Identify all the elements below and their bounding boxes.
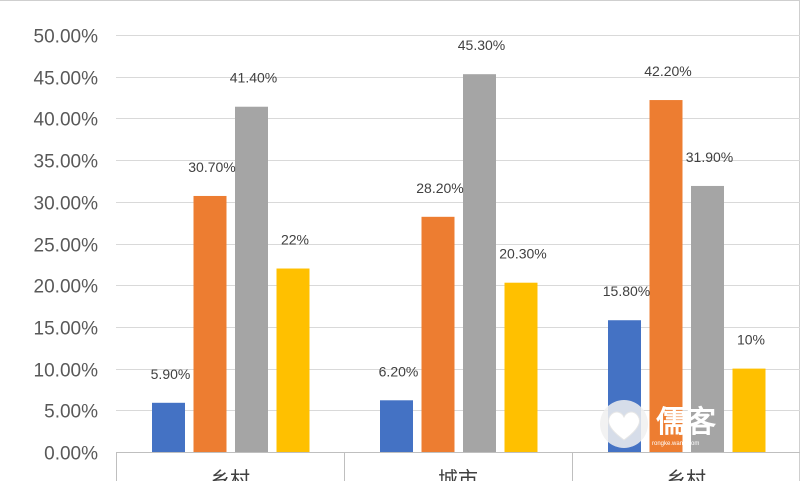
watermark: 儒客 rongke.wang.com xyxy=(600,400,716,448)
data-label: 42.20% xyxy=(644,63,691,79)
y-tick-label: 10.00% xyxy=(34,361,99,382)
data-label: 15.80% xyxy=(603,283,650,299)
y-axis: 0.00% 5.00% 10.00% 15.00% 20.00% 25.00% 30.00%… xyxy=(34,27,99,465)
bar xyxy=(421,216,455,452)
bar xyxy=(649,100,683,452)
y-tick-label: 40.00% xyxy=(34,110,99,131)
y-tick-label: 0.00% xyxy=(44,444,98,465)
y-tick-label: 20.00% xyxy=(34,277,99,298)
data-label: 22% xyxy=(281,232,309,248)
bar xyxy=(691,185,724,453)
bar xyxy=(152,402,185,452)
data-label: 31.90% xyxy=(686,149,733,165)
y-tick-label: 35.00% xyxy=(34,152,99,173)
data-label: 20.30% xyxy=(499,246,546,262)
data-label: 5.90% xyxy=(151,366,191,382)
x-category-label: 城市 xyxy=(438,467,478,481)
bar xyxy=(463,74,496,452)
x-category-label: 乡村 xyxy=(666,467,706,481)
data-label: 45.30% xyxy=(458,37,505,53)
watermark-subtext: rongke.wang.com xyxy=(652,441,699,447)
x-axis: 乡村 城市 乡村 xyxy=(116,452,800,481)
y-tick-label: 45.00% xyxy=(34,69,99,90)
bar xyxy=(380,400,413,452)
y-tick-label: 50.00% xyxy=(34,27,99,48)
bar xyxy=(235,106,268,452)
y-tick-label: 25.00% xyxy=(34,236,99,257)
y-tick-label: 30.00% xyxy=(34,194,99,215)
bars xyxy=(152,74,766,453)
heart-icon xyxy=(608,411,640,441)
bar xyxy=(732,368,766,452)
data-label: 30.70% xyxy=(188,159,235,175)
y-tick-label: 5.00% xyxy=(44,402,98,423)
gridlines xyxy=(116,35,800,411)
x-category-label: 乡村 xyxy=(210,467,250,481)
data-label: 6.20% xyxy=(379,363,419,379)
data-label: 28.20% xyxy=(416,180,463,196)
bar xyxy=(193,195,227,452)
data-label: 41.40% xyxy=(230,70,277,86)
bar xyxy=(276,268,310,452)
y-tick-label: 15.00% xyxy=(34,319,99,340)
bar xyxy=(504,282,538,452)
watermark-text: 儒客 xyxy=(656,405,716,440)
data-label: 10% xyxy=(737,332,765,348)
data-labels: 5.90% 30.70% 41.40% 22% 6.20% 28.20% 45.30% 20.… xyxy=(151,37,765,382)
